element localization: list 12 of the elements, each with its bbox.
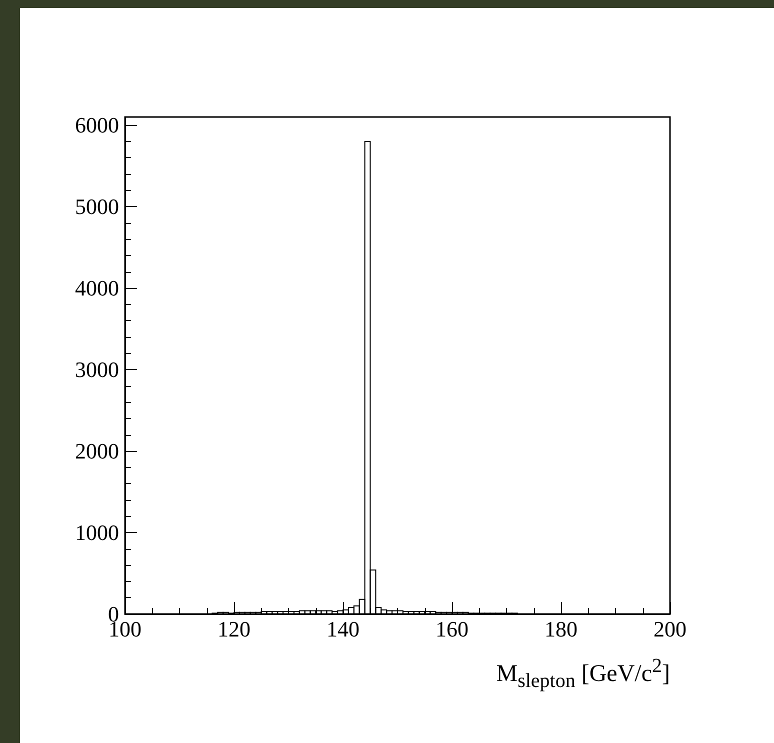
x-tick-label: 160: [436, 616, 468, 642]
x-tick-label: 120: [218, 616, 250, 642]
y-tick-label: 5000: [75, 194, 119, 220]
x-tick-label: 180: [544, 616, 578, 642]
y-tick-label: 4000: [75, 276, 119, 301]
y-tick-label: 6000: [75, 112, 119, 138]
y-tick-label: 3000: [75, 357, 119, 382]
x-axis-title: M$_{slepton}$ [GeV/c$^{2}$]: [496, 655, 670, 693]
y-tick-label: 1000: [75, 520, 119, 546]
x-tick-label: 140: [326, 616, 360, 642]
x-tick-label: 200: [654, 616, 686, 642]
y-tick-label: 2000: [75, 438, 119, 464]
